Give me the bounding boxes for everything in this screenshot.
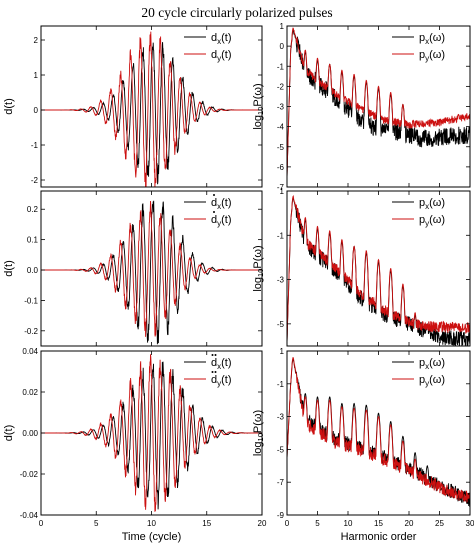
y-axis-label: d(t) — [3, 98, 15, 115]
dot-accent-icon — [213, 211, 215, 213]
legend-label: py(ω) — [419, 214, 445, 228]
series-line-right-top-x — [287, 28, 470, 179]
legend-label: py(ω) — [419, 374, 445, 388]
y-tick-label: -3 — [277, 103, 285, 112]
y-axis-label: log10P(ω) — [252, 83, 265, 129]
x-tick-label: 20 — [405, 519, 414, 528]
double-dot-accent-icon — [214, 354, 217, 356]
legend-label: px(ω) — [419, 32, 445, 46]
y-tick-label: 0.02 — [22, 388, 38, 397]
y-tick-label: -2 — [31, 176, 39, 185]
y-tick-label: 0.00 — [22, 429, 38, 438]
y-tick-label: -5 — [277, 143, 285, 152]
panel-left-top: -2 -1 0 1 2 d(t) dx(t) dy(t) — [3, 25, 263, 188]
dot-accent-icon — [213, 194, 215, 196]
x-tick-label: 10 — [344, 519, 353, 528]
y-tick-label: -6 — [277, 163, 285, 172]
series-line-left-bottom-y — [41, 354, 262, 512]
legend-label: dx(t) — [211, 32, 232, 46]
y-tick-label: -0.04 — [20, 511, 39, 520]
panel-left-bottom: 0 5 10 15 20 -0.04 -0.02 0.00 0.02 0.04 d(t) Time (… — [3, 347, 267, 543]
y-tick-label: 0.1 — [27, 236, 39, 245]
legend-label: dx(t) — [211, 197, 232, 211]
series-line-left-top-y — [41, 31, 262, 187]
double-dot-accent-icon — [214, 371, 217, 373]
double-dot-accent-icon — [211, 371, 214, 373]
y-tick-label: -0.1 — [24, 296, 38, 305]
y-tick-label: -7 — [277, 183, 285, 192]
y-tick-label: -1 — [277, 62, 285, 71]
x-axis-label: Time (cycle) — [122, 531, 181, 543]
y-tick-label: -5 — [277, 320, 285, 329]
y-tick-label: -3 — [277, 276, 285, 285]
series-line-right-mid-y — [287, 195, 470, 343]
panel-right-mid: -5 -3 -1 1 log10P(ω) px(ω) py(ω) — [252, 187, 471, 347]
legend-label: dx(t) — [211, 357, 232, 371]
x-tick-label: 5 — [315, 519, 320, 528]
y-tick-label: 0.04 — [22, 347, 38, 356]
y-tick-label: -4 — [277, 123, 285, 132]
x-tick-label: 0 — [39, 519, 44, 528]
series-line-right-bottom-y — [287, 357, 470, 503]
x-axis-label: Harmonic order — [341, 531, 417, 543]
y-axis-label: log10P(ω) — [252, 410, 265, 456]
x-tick-label: 30 — [466, 519, 474, 528]
y-tick-label: -5 — [277, 445, 285, 454]
y-tick-label: 1 — [280, 22, 285, 31]
series-line-right-mid-x — [287, 196, 470, 346]
y-tick-label: 1 — [34, 71, 39, 80]
series-line-right-top-y — [287, 27, 470, 178]
y-tick-label: -0.02 — [20, 470, 39, 479]
y-axis-label: log10P(ω) — [252, 245, 265, 291]
y-tick-label: -1 — [277, 380, 285, 389]
y-tick-label: 1 — [280, 187, 285, 196]
legend-label: dy(t) — [211, 49, 232, 63]
y-tick-label: 1 — [280, 347, 285, 356]
y-tick-label: -1 — [31, 141, 39, 150]
y-tick-label: -7 — [277, 478, 285, 487]
panel-right-top: -7 -6 -5 -4 -3 -2 -1 0 1 log10P(ω) px(ω) py(ω) — [252, 22, 471, 192]
y-axis-label: d(t) — [3, 260, 15, 277]
y-tick-label: 0.2 — [27, 205, 39, 214]
x-tick-label: 5 — [94, 519, 99, 528]
x-tick-label: 15 — [374, 519, 383, 528]
y-tick-label: -1 — [277, 231, 285, 240]
y-axis-label: d(t) — [3, 425, 15, 442]
legend-label: dy(t) — [211, 214, 232, 228]
legend-label: dy(t) — [211, 374, 232, 388]
figure-title: 20 cycle circularly polarized pulses — [141, 5, 332, 20]
y-tick-label: 0 — [34, 106, 39, 115]
x-tick-label: 0 — [285, 519, 290, 528]
double-dot-accent-icon — [211, 354, 214, 356]
y-tick-label: 2 — [34, 36, 39, 45]
legend-label: px(ω) — [419, 357, 445, 371]
y-tick-label: 0 — [280, 42, 285, 51]
panel-right-bottom: 0 5 10 15 20 25 30 -9 -7 -5 -3 -1 1 log10P(ω) Harmonic… — [252, 347, 474, 543]
y-tick-label: -2 — [277, 82, 285, 91]
y-tick-label: -3 — [277, 413, 285, 422]
y-tick-label: -9 — [277, 511, 285, 520]
legend-label: py(ω) — [419, 49, 445, 63]
series-line-left-mid-y — [41, 200, 262, 337]
x-tick-label: 20 — [258, 519, 267, 528]
x-tick-label: 15 — [202, 519, 211, 528]
x-tick-label: 10 — [147, 519, 156, 528]
y-tick-label: 0.0 — [27, 266, 39, 275]
y-tick-label: -0.2 — [24, 327, 38, 336]
panel-left-mid: -0.2 -0.1 0.0 0.1 0.2 d(t) dx(t) dy(t) — [3, 190, 263, 347]
legend-label: px(ω) — [419, 197, 445, 211]
x-tick-label: 25 — [435, 519, 444, 528]
